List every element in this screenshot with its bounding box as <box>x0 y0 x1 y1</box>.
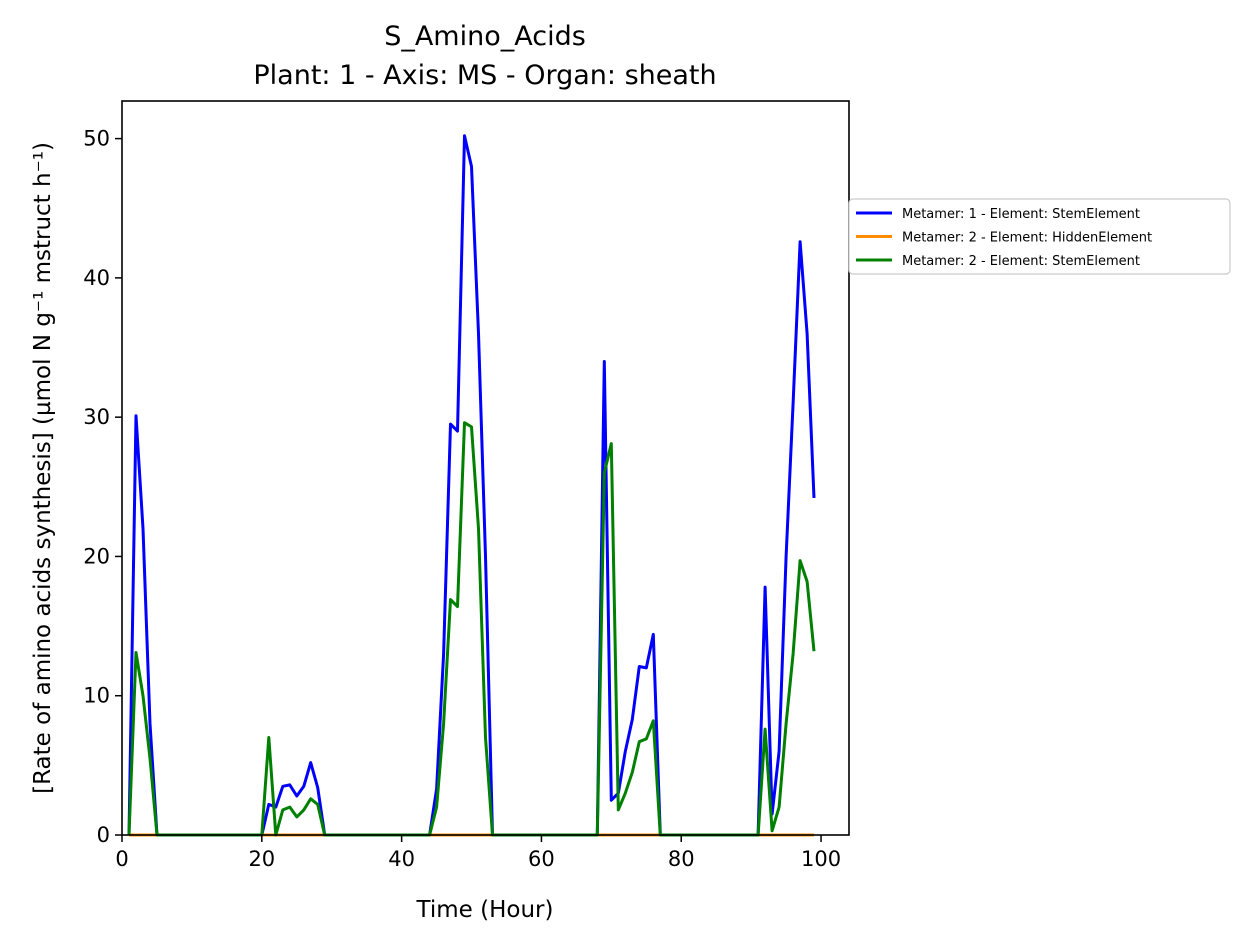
x-tick-label: 100 <box>801 847 841 871</box>
legend-entry: Metamer: 2 - Element: HiddenElement <box>902 231 1152 246</box>
plot-lines <box>127 134 816 837</box>
y-tick-label: 10 <box>83 684 110 708</box>
series-line-1 <box>127 134 816 837</box>
y-tick-label: 50 <box>83 127 110 151</box>
y-axis: 0 10 20 30 40 50 <box>83 127 122 847</box>
chart-title: S_Amino_Acids <box>384 21 586 52</box>
y-tick-label: 40 <box>83 266 110 290</box>
x-tick-label: 40 <box>388 847 415 871</box>
x-axis: 0 20 40 60 80 100 <box>115 835 841 871</box>
y-tick-label: 20 <box>83 544 110 568</box>
plot-frame <box>121 100 850 836</box>
x-axis-label: Time (Hour) <box>416 897 554 923</box>
chart-subtitle: Plant: 1 - Axis: MS - Organ: sheath <box>253 60 716 91</box>
legend-frame <box>848 198 1231 275</box>
legend-entry: Metamer: 1 - Element: StemElement <box>902 207 1140 222</box>
x-tick-label: 80 <box>668 847 695 871</box>
y-axis-label: [Rate of amino acids synthesis] (µmol N … <box>30 142 56 794</box>
legend-entry: Metamer: 2 - Element: StemElement <box>902 254 1140 269</box>
series-line-3 <box>127 421 816 837</box>
x-tick-label: 0 <box>115 847 128 871</box>
legend: Metamer: 1 - Element: StemElement Metamer… <box>848 198 1231 275</box>
x-tick-label: 60 <box>528 847 555 871</box>
x-tick-label: 20 <box>248 847 275 871</box>
y-tick-label: 0 <box>97 823 110 847</box>
y-tick-label: 30 <box>83 405 110 429</box>
